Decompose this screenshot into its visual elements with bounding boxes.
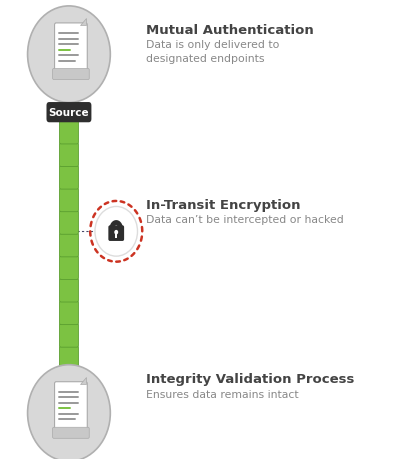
Circle shape <box>28 365 110 459</box>
FancyBboxPatch shape <box>59 143 78 167</box>
Text: Mutual Authentication: Mutual Authentication <box>146 24 314 37</box>
FancyBboxPatch shape <box>59 166 78 190</box>
FancyBboxPatch shape <box>54 382 87 431</box>
FancyBboxPatch shape <box>59 324 78 347</box>
FancyBboxPatch shape <box>59 256 78 280</box>
FancyBboxPatch shape <box>59 346 78 370</box>
Polygon shape <box>80 19 85 26</box>
Text: Data is only delivered to
designated endpoints: Data is only delivered to designated end… <box>146 40 279 64</box>
FancyBboxPatch shape <box>59 234 78 257</box>
Circle shape <box>114 230 118 235</box>
FancyBboxPatch shape <box>59 188 78 212</box>
FancyBboxPatch shape <box>59 211 78 235</box>
FancyBboxPatch shape <box>59 98 78 122</box>
Circle shape <box>95 207 138 257</box>
Text: Source: Source <box>48 108 89 118</box>
FancyBboxPatch shape <box>52 427 89 438</box>
Text: Data can’t be intercepted or hacked: Data can’t be intercepted or hacked <box>146 215 344 225</box>
Circle shape <box>28 7 110 103</box>
FancyBboxPatch shape <box>59 301 78 325</box>
FancyBboxPatch shape <box>108 226 124 241</box>
Polygon shape <box>80 377 85 384</box>
FancyBboxPatch shape <box>115 235 117 239</box>
FancyBboxPatch shape <box>46 103 91 123</box>
Text: In-Transit Encryption: In-Transit Encryption <box>146 198 300 211</box>
FancyBboxPatch shape <box>54 24 87 73</box>
FancyBboxPatch shape <box>59 121 78 145</box>
Text: Integrity Validation Process: Integrity Validation Process <box>146 373 354 386</box>
Text: Ensures data remains intact: Ensures data remains intact <box>146 389 298 399</box>
FancyBboxPatch shape <box>52 69 89 80</box>
FancyBboxPatch shape <box>59 279 78 302</box>
